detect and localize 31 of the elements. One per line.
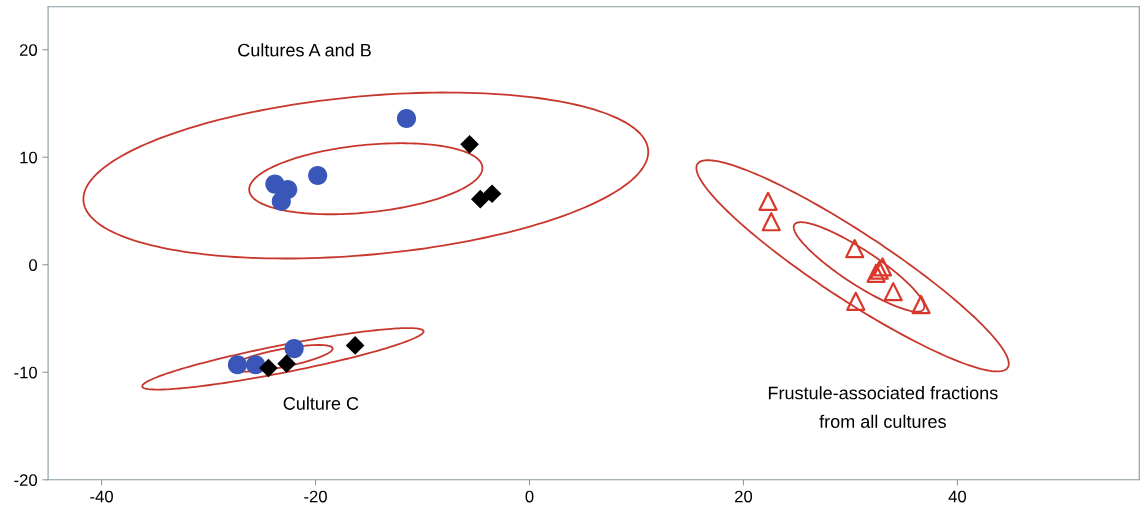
- point: [460, 135, 479, 154]
- point: [271, 191, 291, 211]
- point: [308, 165, 328, 186]
- x-tick-label: -20: [304, 490, 327, 503]
- point: [470, 189, 490, 209]
- y-tick-label: 20: [19, 44, 38, 56]
- point: [482, 184, 502, 204]
- point: [246, 355, 266, 375]
- annotation: Culture C: [283, 396, 359, 410]
- y-tick-label: -10: [14, 366, 38, 379]
- point: [758, 191, 778, 211]
- point: [761, 212, 781, 232]
- point: [284, 339, 304, 359]
- annotation: Frustule-associated fractions from all cultures: [768, 386, 998, 428]
- point: [846, 291, 866, 311]
- y-tick-label: 0: [29, 259, 38, 271]
- y-tick-label: 10: [20, 151, 38, 164]
- x-tick-label: -40: [90, 490, 113, 503]
- y-tick-label: -20: [14, 474, 38, 486]
- x-tick-label: 20: [735, 490, 753, 503]
- point: [259, 358, 278, 378]
- point: [396, 108, 417, 129]
- point: [345, 336, 365, 355]
- point: [227, 355, 248, 375]
- x-tick-label: 40: [948, 490, 967, 503]
- point: [911, 294, 931, 315]
- point: [277, 354, 296, 373]
- point: [883, 282, 903, 302]
- annotation: Cultures A and B: [238, 43, 371, 57]
- point: [845, 239, 865, 259]
- x-tick-label: 0: [525, 490, 534, 503]
